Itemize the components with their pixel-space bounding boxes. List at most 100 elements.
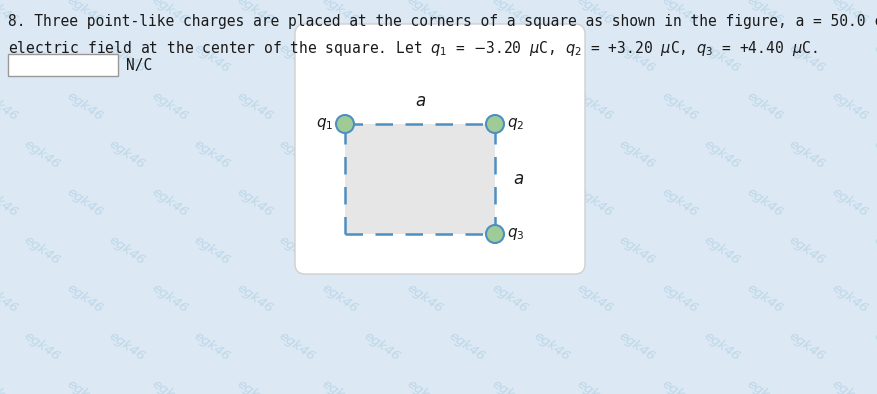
Text: egk46: egk46 <box>404 0 446 27</box>
Text: egk46: egk46 <box>787 233 828 267</box>
Text: egk46: egk46 <box>361 329 403 363</box>
Text: egk46: egk46 <box>660 377 701 394</box>
Text: egk46: egk46 <box>106 41 147 75</box>
Text: $q_1$: $q_1$ <box>316 116 333 132</box>
Text: egk46: egk46 <box>574 281 616 315</box>
Text: egk46: egk46 <box>617 233 658 267</box>
Text: egk46: egk46 <box>276 137 317 171</box>
Text: $q_3$: $q_3$ <box>507 226 524 242</box>
Text: egk46: egk46 <box>745 377 786 394</box>
Text: egk46: egk46 <box>574 377 616 394</box>
Text: a: a <box>513 170 524 188</box>
Text: egk46: egk46 <box>745 89 786 123</box>
Text: egk46: egk46 <box>150 377 190 394</box>
Text: egk46: egk46 <box>65 281 105 315</box>
Text: egk46: egk46 <box>745 185 786 219</box>
Text: egk46: egk46 <box>0 377 20 394</box>
Text: egk46: egk46 <box>276 41 317 75</box>
Text: egk46: egk46 <box>660 281 701 315</box>
Text: egk46: egk46 <box>660 185 701 219</box>
Text: egk46: egk46 <box>489 185 531 219</box>
Text: egk46: egk46 <box>489 0 531 27</box>
Text: egk46: egk46 <box>404 185 446 219</box>
Text: egk46: egk46 <box>872 233 877 267</box>
Text: egk46: egk46 <box>446 233 488 267</box>
Text: egk46: egk46 <box>0 89 20 123</box>
Text: egk46: egk46 <box>22 329 62 363</box>
Text: egk46: egk46 <box>830 89 871 123</box>
Text: egk46: egk46 <box>617 329 658 363</box>
Text: 8. Three point-like charges are placed at the corners of a square as shown in th: 8. Three point-like charges are placed a… <box>8 14 877 29</box>
Text: egk46: egk46 <box>361 233 403 267</box>
Text: egk46: egk46 <box>276 329 317 363</box>
Text: egk46: egk46 <box>22 41 62 75</box>
Text: egk46: egk46 <box>22 233 62 267</box>
Text: egk46: egk46 <box>191 329 232 363</box>
Circle shape <box>486 115 504 133</box>
Text: egk46: egk46 <box>361 41 403 75</box>
Text: egk46: egk46 <box>0 0 20 27</box>
Text: a: a <box>415 92 425 110</box>
Circle shape <box>486 225 504 243</box>
Text: egk46: egk46 <box>660 89 701 123</box>
Text: egk46: egk46 <box>106 137 147 171</box>
FancyBboxPatch shape <box>295 24 585 274</box>
Text: egk46: egk46 <box>574 0 616 27</box>
Text: egk46: egk46 <box>150 89 190 123</box>
Text: egk46: egk46 <box>617 137 658 171</box>
Text: egk46: egk46 <box>150 0 190 27</box>
Text: electric field at the center of the square. Let $q_1$ = $-$3.20 $\mu$C, $q_2$ = : electric field at the center of the squa… <box>8 39 817 58</box>
Text: egk46: egk46 <box>191 233 232 267</box>
Text: egk46: egk46 <box>65 377 105 394</box>
Text: egk46: egk46 <box>531 137 573 171</box>
Text: N/C: N/C <box>126 58 153 72</box>
Circle shape <box>336 115 354 133</box>
Text: egk46: egk46 <box>150 281 190 315</box>
Text: egk46: egk46 <box>234 185 275 219</box>
Text: egk46: egk46 <box>404 281 446 315</box>
Text: egk46: egk46 <box>702 41 743 75</box>
Text: egk46: egk46 <box>489 281 531 315</box>
Bar <box>345 124 495 234</box>
Text: egk46: egk46 <box>446 41 488 75</box>
Text: egk46: egk46 <box>446 137 488 171</box>
Text: egk46: egk46 <box>830 185 871 219</box>
Text: egk46: egk46 <box>319 0 360 27</box>
Text: egk46: egk46 <box>234 281 275 315</box>
Text: egk46: egk46 <box>234 89 275 123</box>
Text: egk46: egk46 <box>65 0 105 27</box>
Text: egk46: egk46 <box>404 89 446 123</box>
Text: egk46: egk46 <box>319 281 360 315</box>
Text: egk46: egk46 <box>531 41 573 75</box>
Text: egk46: egk46 <box>276 233 317 267</box>
Text: egk46: egk46 <box>702 137 743 171</box>
Text: egk46: egk46 <box>745 0 786 27</box>
Text: egk46: egk46 <box>574 89 616 123</box>
Text: egk46: egk46 <box>702 329 743 363</box>
Text: egk46: egk46 <box>0 281 20 315</box>
Text: egk46: egk46 <box>404 377 446 394</box>
Text: egk46: egk46 <box>489 89 531 123</box>
Text: egk46: egk46 <box>361 137 403 171</box>
Text: $q_2$: $q_2$ <box>507 116 524 132</box>
Text: egk46: egk46 <box>489 377 531 394</box>
Text: egk46: egk46 <box>150 185 190 219</box>
Text: egk46: egk46 <box>191 137 232 171</box>
Text: egk46: egk46 <box>702 233 743 267</box>
Text: egk46: egk46 <box>106 233 147 267</box>
Text: egk46: egk46 <box>574 185 616 219</box>
Text: egk46: egk46 <box>65 185 105 219</box>
Text: egk46: egk46 <box>191 41 232 75</box>
Text: egk46: egk46 <box>319 89 360 123</box>
Text: egk46: egk46 <box>787 41 828 75</box>
Text: egk46: egk46 <box>319 185 360 219</box>
Text: egk46: egk46 <box>745 281 786 315</box>
Text: egk46: egk46 <box>319 377 360 394</box>
Text: egk46: egk46 <box>872 41 877 75</box>
Text: egk46: egk46 <box>830 377 871 394</box>
Text: egk46: egk46 <box>830 0 871 27</box>
Text: egk46: egk46 <box>0 185 20 219</box>
Text: egk46: egk46 <box>531 233 573 267</box>
Text: egk46: egk46 <box>787 137 828 171</box>
Text: egk46: egk46 <box>234 0 275 27</box>
